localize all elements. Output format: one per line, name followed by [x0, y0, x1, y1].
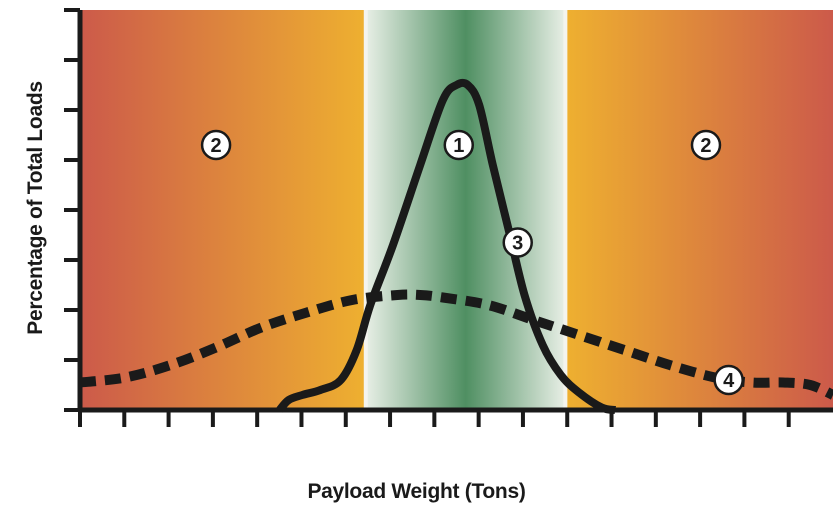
marker-1: 1 [443, 129, 475, 161]
marker-2: 2 [200, 129, 232, 161]
zone-markers: 2 1 2 3 4 [200, 129, 744, 396]
axes [64, 8, 833, 427]
solid-curve [276, 78, 616, 414]
x-axis-label: Payload Weight (Tons) [307, 480, 526, 503]
series-layer [79, 78, 833, 414]
marker-label: 2 [211, 135, 222, 157]
marker-2: 2 [690, 129, 722, 161]
zone-divider [563, 10, 568, 410]
marker-circle [502, 227, 533, 258]
marker-label: 3 [512, 233, 523, 255]
marker-circle [443, 129, 475, 161]
marker-label: 2 [700, 135, 711, 157]
y-axis-label: Percentage of Total Loads [24, 81, 47, 335]
marker-label: 4 [723, 370, 735, 392]
zone-divider [363, 10, 368, 410]
marker-label: 1 [453, 135, 464, 157]
zone-2-band [365, 10, 566, 410]
background-zones [80, 10, 833, 410]
zone-1-band [80, 10, 366, 410]
marker-circle [200, 129, 232, 161]
marker-circle [713, 364, 744, 396]
marker-circle [690, 129, 722, 161]
marker-4: 4 [713, 364, 744, 396]
zone-3-band [565, 10, 833, 410]
marker-3: 3 [502, 227, 533, 258]
